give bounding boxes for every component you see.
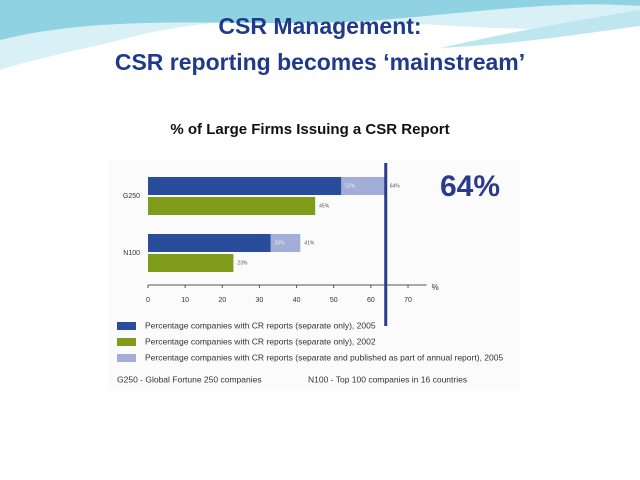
bar <box>148 234 271 252</box>
data-label: 23% <box>237 260 248 266</box>
data-label: 52% <box>345 183 356 189</box>
x-tick-label: 20 <box>218 297 226 304</box>
legend-swatch <box>117 338 136 346</box>
legend-label: Percentage companies with CR reports (se… <box>145 320 376 330</box>
data-label: 45% <box>319 203 330 209</box>
x-tick-label: 50 <box>330 297 338 304</box>
bar <box>148 254 234 272</box>
slide-title: CSR Management: <box>218 13 421 39</box>
data-label: 64% <box>390 183 401 189</box>
data-label: 41% <box>304 240 315 246</box>
x-tick-label: 70 <box>404 297 412 304</box>
decoration <box>0 0 640 40</box>
footnote: N100 - Top 100 companies in 16 countries <box>308 374 467 384</box>
legend-swatch <box>117 354 136 362</box>
x-axis-label: % <box>432 283 439 292</box>
legend-label: Percentage companies with CR reports (se… <box>145 336 376 346</box>
slide-title: CSR reporting becomes ‘mainstream’ <box>115 49 525 75</box>
chart-title: % of Large Firms Issuing a CSR Report <box>170 121 449 138</box>
x-tick-label: 10 <box>181 297 189 304</box>
x-tick-label: 40 <box>293 297 301 304</box>
legend-swatch <box>117 322 136 330</box>
y-tick-label: G250 <box>123 193 140 200</box>
y-tick-label: N100 <box>123 250 140 257</box>
x-tick-label: 0 <box>146 297 150 304</box>
bar <box>148 197 316 215</box>
annotation-label: 64% <box>440 170 500 203</box>
data-label: 33% <box>275 240 286 246</box>
decoration <box>440 10 640 48</box>
x-tick-label: 30 <box>256 297 264 304</box>
bar <box>148 177 342 195</box>
footnote: G250 - Global Fortune 250 companies <box>117 374 262 384</box>
legend-label: Percentage companies with CR reports (se… <box>145 352 503 362</box>
x-tick-label: 60 <box>367 297 375 304</box>
